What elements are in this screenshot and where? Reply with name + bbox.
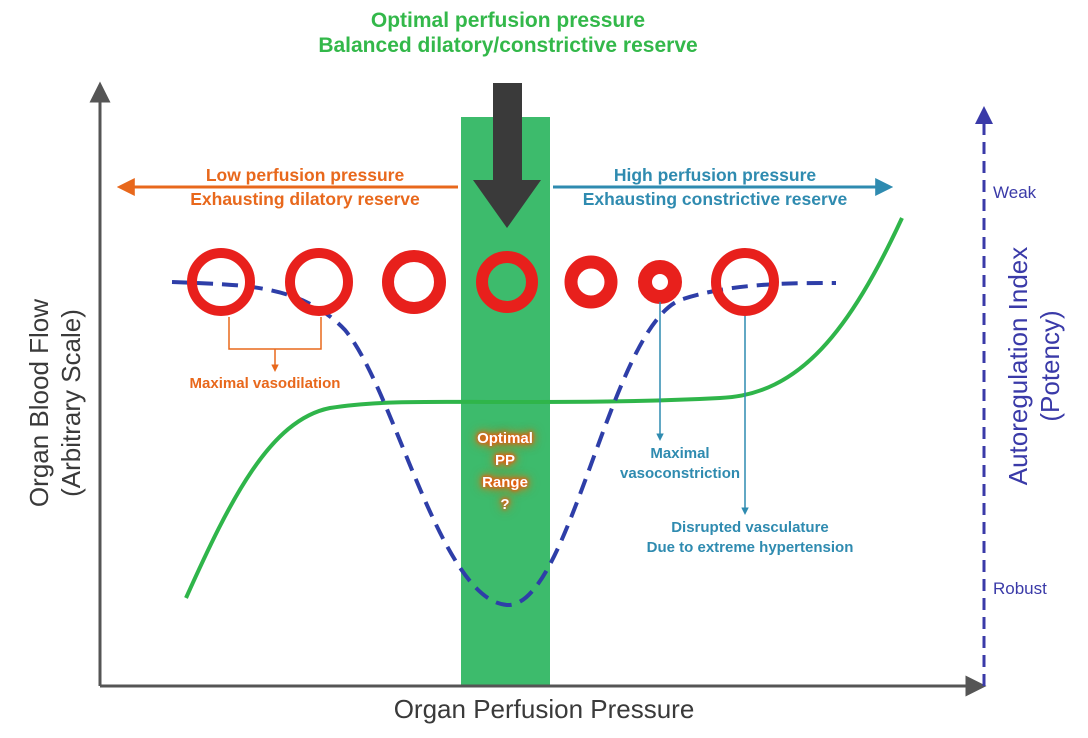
y2-robust-label: Robust (993, 579, 1047, 598)
title-line-1: Optimal perfusion pressure (370, 9, 646, 32)
vessel-ring-7 (711, 248, 779, 316)
title-line-2: Balanced dilatory/constrictive reserve (318, 34, 698, 57)
vasoconstriction-line-2: vasoconstriction (619, 465, 741, 482)
low-pressure-line-2: Exhausting dilatory reserve (190, 189, 420, 209)
y2-axis-label: Autoregulation Index (Potency) (1002, 156, 1066, 576)
optimal-line-4: ? (500, 496, 510, 513)
vessel-ring-5 (564, 255, 618, 309)
y-axis-label-line-2: (Arbitrary Scale) (56, 309, 86, 497)
high-pressure-label: High perfusion pressure Exhausting const… (545, 163, 885, 211)
high-pressure-line-1: High perfusion pressure (613, 165, 817, 185)
vessel-ring-1 (187, 248, 255, 316)
optimal-pp-range-label: Optimal PP Range ? (460, 428, 550, 516)
low-pressure-label: Low perfusion pressure Exhausting dilato… (160, 163, 450, 211)
disrupted-vasculature-label: Disrupted vasculature Due to extreme hyp… (600, 518, 900, 558)
y2-weak-label: Weak (993, 183, 1037, 202)
y2-axis-label-line-1: Autoregulation Index (1003, 246, 1033, 486)
y-axis-label: Organ Blood Flow (Arbitrary Scale) (23, 193, 87, 613)
vessel-ring-3 (382, 250, 446, 314)
optimal-line-1: Optimal (477, 430, 533, 447)
y2-axis-label-line-2: (Potency) (1035, 310, 1065, 422)
vessel-ring-4 (476, 251, 538, 313)
down-arrow-icon (473, 83, 541, 228)
maximal-vasodilation-label: Maximal vasodilation (189, 375, 341, 392)
vasoconstriction-line-1: Maximal (650, 445, 710, 462)
maximal-vasoconstriction-label: Maximal vasoconstriction (610, 444, 750, 484)
vessel-ring-6 (638, 260, 682, 304)
disrupted-line-2: Due to extreme hypertension (646, 539, 854, 556)
blood-flow-curve (184, 217, 904, 599)
x-axis-label: Organ Perfusion Pressure (393, 694, 695, 724)
diagram-title: Optimal perfusion pressure Balanced dila… (0, 8, 1016, 58)
vasodilation-bracket (228, 317, 322, 372)
low-pressure-line-1: Low perfusion pressure (205, 165, 405, 185)
vessel-ring-2 (285, 248, 353, 316)
disrupted-line-1: Disrupted vasculature (671, 519, 829, 536)
high-pressure-line-2: Exhausting constrictive reserve (582, 189, 848, 209)
optimal-line-2: PP (494, 452, 515, 469)
optimal-line-3: Range (482, 474, 528, 491)
y-axis-label-line-1: Organ Blood Flow (24, 298, 54, 508)
